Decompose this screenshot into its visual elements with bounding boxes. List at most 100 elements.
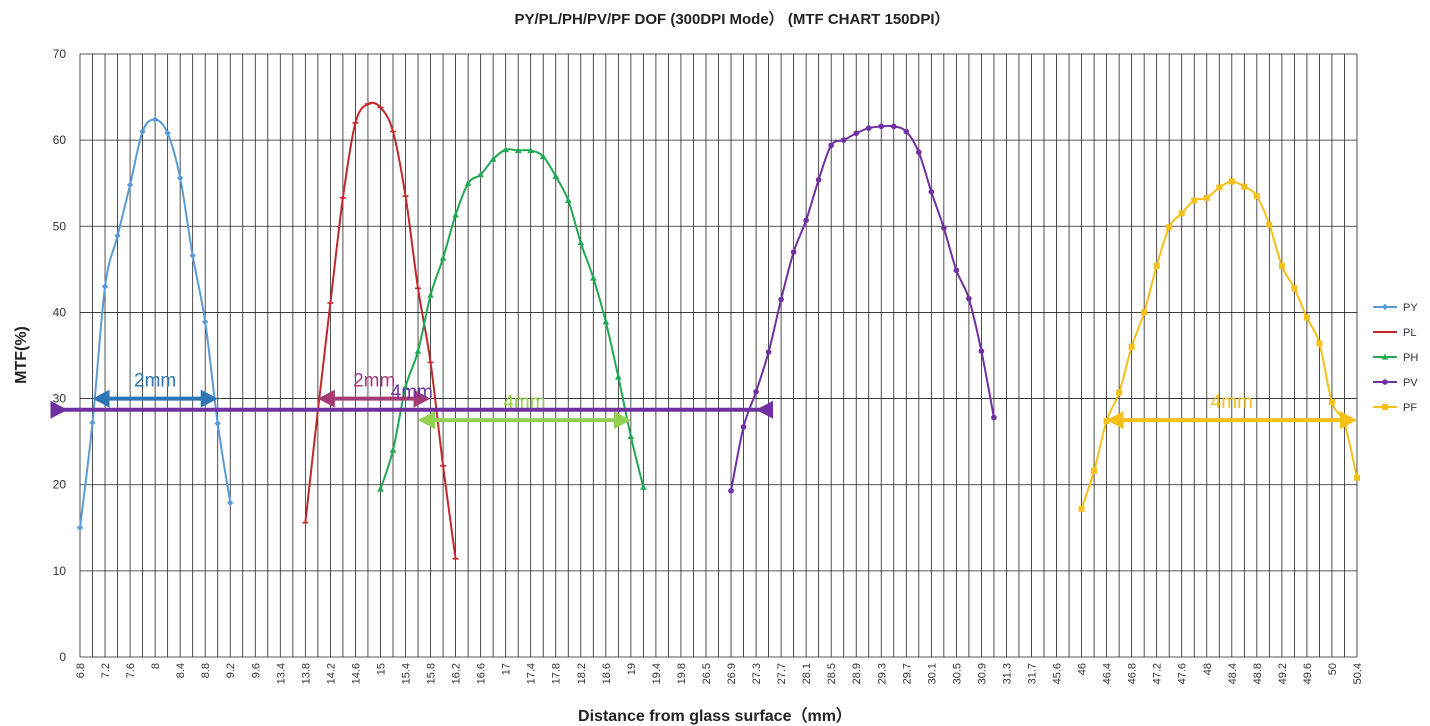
y-tick-label: 0: [59, 650, 66, 664]
data-point: [740, 424, 747, 430]
data-point: [452, 211, 459, 218]
data-point: [1178, 210, 1185, 217]
data-point: [828, 142, 834, 149]
x-tick-label: 17: [501, 663, 513, 675]
x-tick-label: 49.6: [1302, 663, 1314, 684]
data-point: [928, 189, 935, 195]
x-tick-label: 14.2: [325, 663, 337, 684]
legend-label: PH: [1403, 352, 1418, 364]
x-tick-label: 49.2: [1277, 663, 1289, 684]
data-point: [76, 524, 84, 531]
x-axis-ticks: 6.8 7.2 7.6 8 8.4 8.8 9.2 9.6 13.4 13.8 14.2 14.6 15…: [75, 663, 1364, 684]
data-point: [439, 254, 447, 261]
x-tick-label: 27.7: [776, 663, 788, 684]
data-point: [1078, 505, 1085, 512]
series-py: [76, 116, 234, 531]
x-tick-label: 29.3: [876, 663, 888, 684]
data-point: [590, 274, 597, 281]
data-point: [753, 388, 759, 395]
data-point: [1116, 389, 1123, 396]
x-tick-label: 45.6: [1052, 663, 1064, 684]
data-point: [577, 239, 585, 246]
data-point: [1228, 178, 1235, 185]
data-point: [627, 432, 635, 440]
data-point: [903, 128, 910, 135]
data-point: [139, 128, 146, 135]
data-point: [427, 291, 434, 298]
x-tick-label: 19.4: [651, 663, 663, 684]
data-point: [1328, 399, 1335, 406]
data-point: [402, 383, 409, 390]
data-point: [790, 249, 797, 255]
x-tick-label: 46.8: [1127, 663, 1139, 684]
x-tick-label: 15.8: [426, 663, 438, 684]
x-tick-label: 29.7: [901, 663, 913, 684]
x-tick-label: 26.5: [701, 663, 713, 684]
arrow-head-left: [317, 389, 335, 408]
data-point: [1354, 474, 1360, 481]
annotation-label: 4mm: [391, 382, 433, 403]
data-point: [1216, 184, 1223, 191]
series-line: [379, 148, 645, 490]
x-tick-label: 50: [1327, 663, 1339, 675]
data-point: [1241, 183, 1248, 190]
x-tick-label: 30.9: [976, 663, 988, 684]
data-point: [840, 137, 847, 143]
x-tick-label: 8: [150, 663, 162, 669]
arrow-head-left: [92, 389, 110, 408]
x-tick-label: 47.6: [1177, 663, 1189, 684]
x-tick-label: 50.4: [1352, 663, 1364, 684]
y-axis-ticks: 0 10 20 30 40 50 60 70: [53, 47, 67, 664]
y-axis-title: MTF(%): [13, 326, 30, 384]
data-point: [803, 217, 809, 224]
x-tick-label: 19.8: [676, 663, 688, 684]
x-tick-label: 7.2: [100, 663, 112, 678]
x-tick-label: 48.4: [1227, 663, 1239, 684]
data-point: [552, 172, 560, 179]
data-point: [214, 420, 221, 427]
data-point: [640, 483, 647, 490]
chart-title: PY/PL/PH/PV/PF DOF (300DPI Mode） (MTF CH…: [514, 10, 949, 28]
y-tick-label: 40: [53, 305, 67, 319]
data-point: [728, 487, 734, 494]
data-point: [1381, 303, 1389, 311]
data-point: [189, 252, 196, 259]
x-tick-label: 16.2: [451, 663, 463, 684]
y-tick-label: 10: [53, 564, 67, 578]
y-tick-label: 50: [53, 219, 67, 233]
data-point: [1203, 194, 1210, 201]
x-tick-label: 31.3: [1001, 663, 1013, 684]
x-tick-label: 31.7: [1026, 663, 1038, 684]
arrow-head-right: [613, 411, 631, 430]
span-annotation: 2mm: [317, 371, 431, 408]
data-point: [176, 174, 184, 182]
series-ph: [377, 146, 647, 492]
data-point: [151, 116, 159, 123]
data-point: [1191, 197, 1198, 204]
legend-label: PV: [1403, 377, 1418, 389]
x-tick-label: 18.2: [576, 663, 588, 684]
data-point: [1253, 193, 1260, 200]
data-point: [991, 414, 997, 421]
data-point: [878, 123, 885, 130]
data-point: [1382, 404, 1388, 410]
data-point: [953, 267, 960, 274]
data-point: [377, 485, 384, 492]
grid: [79, 53, 1358, 658]
data-point: [1166, 224, 1173, 231]
data-point: [916, 149, 922, 156]
x-tick-label: 28.9: [851, 663, 863, 684]
data-point: [114, 232, 121, 239]
x-tick-label: 48.8: [1252, 663, 1264, 684]
series-layer: [76, 101, 1360, 560]
data-point: [1103, 417, 1110, 424]
x-tick-label: 15: [375, 663, 387, 675]
arrow-head-right: [200, 389, 218, 408]
x-tick-label: 13.4: [275, 663, 287, 684]
data-point: [1291, 285, 1298, 292]
x-tick-label: 13.8: [300, 663, 312, 684]
x-tick-label: 48: [1202, 663, 1214, 675]
